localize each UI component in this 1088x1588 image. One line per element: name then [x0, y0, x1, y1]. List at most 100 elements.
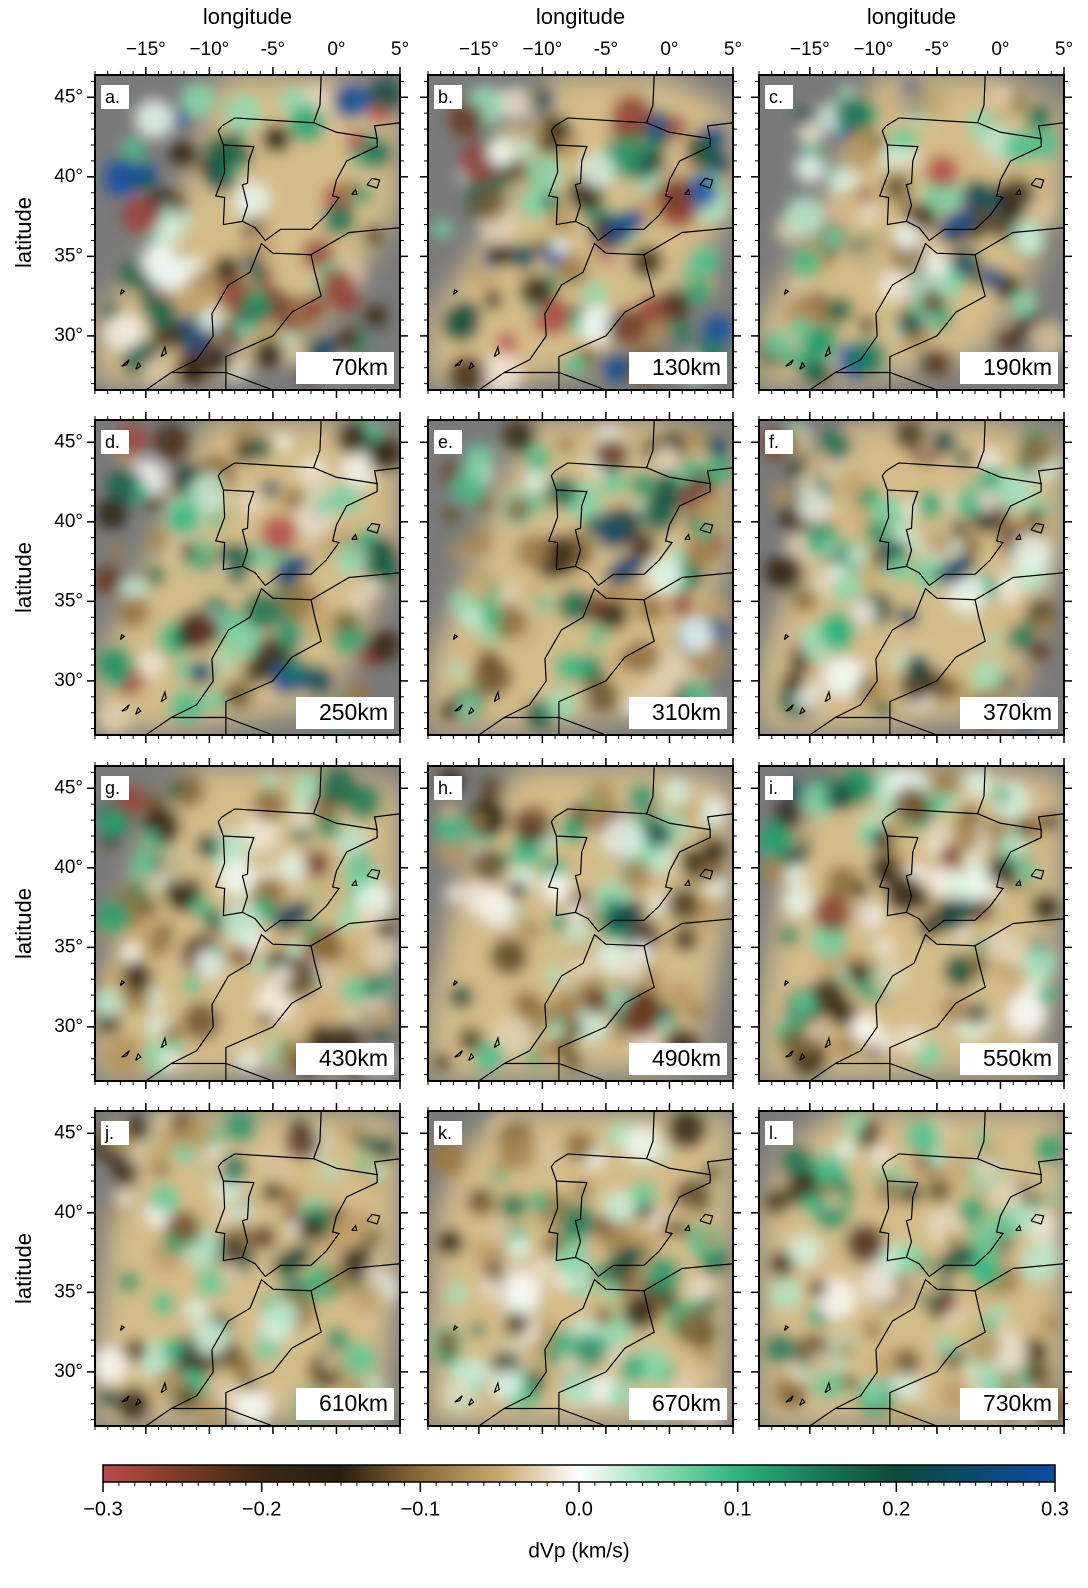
- anomaly: [857, 1129, 877, 1150]
- anomaly: [761, 820, 795, 854]
- anomaly: [224, 94, 262, 132]
- anomaly: [834, 1339, 857, 1361]
- anomaly: [180, 81, 216, 118]
- anomaly: [800, 1194, 820, 1214]
- coastline: [121, 1395, 130, 1403]
- tomography: [95, 766, 400, 1079]
- anomaly: [204, 345, 233, 374]
- anomaly: [825, 864, 861, 900]
- anomaly: [525, 1049, 542, 1067]
- anomaly: [168, 689, 204, 725]
- anomaly: [219, 1260, 242, 1283]
- anomaly: [315, 813, 341, 839]
- coastline: [885, 766, 986, 818]
- anomaly: [996, 470, 1037, 511]
- anomaly: [562, 1374, 595, 1407]
- y-axis-label: latitude: [11, 542, 36, 613]
- anomaly: [917, 491, 945, 519]
- coastline: [699, 1213, 714, 1225]
- anomaly: [470, 812, 488, 831]
- x-tick-label: -5°: [261, 39, 286, 60]
- anomaly: [709, 798, 728, 817]
- tomography: [95, 75, 400, 388]
- coastline: [835, 1062, 938, 1081]
- anomaly: [336, 421, 370, 456]
- anomaly: [624, 1004, 659, 1039]
- coastline: [889, 1290, 986, 1426]
- anomaly: [936, 209, 976, 240]
- anomaly: [656, 1018, 673, 1035]
- y-tick-label: 40°: [54, 1202, 83, 1223]
- anomaly: [850, 505, 874, 529]
- anomaly: [587, 626, 608, 647]
- coastline: [223, 489, 255, 567]
- anomaly: [795, 473, 817, 494]
- anomaly: [161, 1337, 187, 1362]
- anomaly: [663, 778, 691, 806]
- anomaly: [144, 297, 178, 331]
- anomaly: [801, 324, 839, 363]
- anomaly: [930, 428, 957, 455]
- anomaly: [605, 1245, 645, 1276]
- anomaly: [117, 1270, 141, 1294]
- anomaly: [683, 533, 720, 570]
- coastline: [556, 835, 588, 913]
- coastline: [1030, 868, 1045, 880]
- anomaly: [1033, 1133, 1064, 1165]
- coastline: [214, 125, 378, 242]
- anomaly: [926, 1146, 948, 1168]
- anomaly: [95, 1347, 128, 1384]
- anomaly: [581, 907, 598, 924]
- anomaly: [773, 798, 804, 829]
- coastline: [135, 1052, 142, 1061]
- anomaly: [1030, 892, 1061, 923]
- anomaly: [474, 1196, 496, 1218]
- anomaly: [689, 244, 721, 277]
- anomaly: [946, 819, 980, 853]
- anomaly: [797, 489, 831, 524]
- depth-label: 370km: [983, 699, 1052, 725]
- anomaly: [788, 1233, 822, 1268]
- panel-label: a.: [105, 87, 120, 107]
- anomaly: [519, 274, 553, 308]
- colorbar-tick-label: 0.1: [724, 1498, 752, 1520]
- coastline: [547, 1161, 711, 1278]
- anomaly: [483, 290, 504, 311]
- coastline: [493, 1380, 500, 1394]
- anomaly: [552, 991, 584, 1023]
- anomaly: [688, 1276, 714, 1302]
- anomaly: [448, 101, 485, 138]
- coastline: [684, 533, 691, 540]
- colorbar-tick-label: 0.3: [1041, 1498, 1069, 1520]
- anomaly: [967, 1331, 1002, 1365]
- coastline: [887, 144, 919, 222]
- depth-label-box: [629, 1043, 727, 1075]
- anomaly: [896, 1026, 925, 1054]
- anomaly: [124, 1115, 152, 1142]
- anomaly: [221, 901, 262, 942]
- anomaly: [1015, 227, 1044, 256]
- anomaly: [104, 1035, 146, 1076]
- anomaly: [813, 1252, 836, 1275]
- coastline: [504, 716, 607, 735]
- anomaly: [481, 1215, 512, 1246]
- anomaly: [491, 1368, 523, 1400]
- anomaly: [161, 1023, 183, 1044]
- anomaly: [366, 628, 400, 663]
- anomaly: [334, 609, 358, 634]
- anomaly: [558, 137, 582, 160]
- coastline: [783, 979, 790, 987]
- coastline: [885, 420, 986, 472]
- anomaly: [678, 617, 714, 653]
- anomaly: [98, 810, 127, 838]
- anomaly: [580, 152, 616, 188]
- anomaly: [549, 913, 569, 933]
- coastline: [135, 1397, 142, 1406]
- panel-label: b.: [438, 87, 453, 107]
- anomaly: [528, 1190, 550, 1212]
- anomaly: [1040, 812, 1059, 831]
- anomaly: [272, 900, 312, 931]
- anomaly: [762, 1188, 791, 1216]
- y-tick-label: 45°: [54, 777, 83, 798]
- anomaly: [605, 554, 645, 585]
